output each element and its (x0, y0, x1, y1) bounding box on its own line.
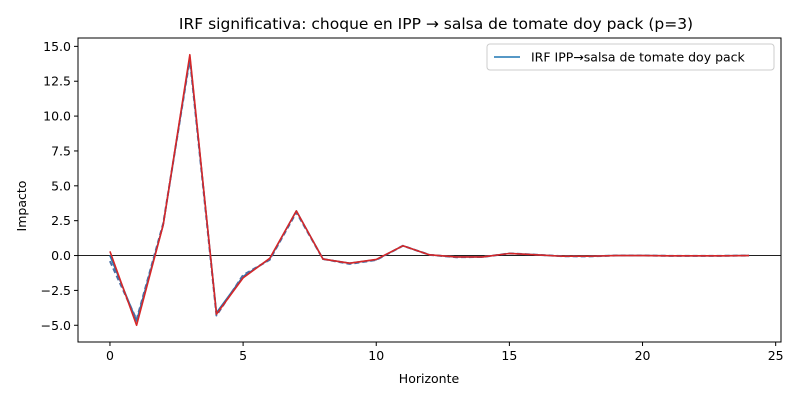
x-tick-label: 0 (106, 348, 114, 363)
chart-title: IRF significativa: choque en IPP → salsa… (179, 15, 693, 33)
legend-label: IRF IPP→salsa de tomate doy pack (531, 50, 746, 65)
plot-area (77, 37, 782, 343)
x-tick-label: 5 (239, 348, 247, 363)
y-tick-label: 10.0 (43, 109, 71, 124)
y-tick-label: 5.0 (51, 178, 71, 193)
y-tick-label: 0.0 (51, 248, 71, 263)
plot-frame (77, 37, 782, 343)
y-tick-label: 15.0 (43, 39, 71, 54)
x-axis-label: Horizonte (399, 371, 460, 386)
y-tick-label: 2.5 (51, 213, 71, 228)
x-tick-label: 10 (368, 348, 384, 363)
x-axis-ticks: 0 5 10 15 20 25 (106, 342, 784, 363)
x-tick-label: 25 (768, 348, 784, 363)
legend: IRF IPP→salsa de tomate doy pack (486, 43, 775, 71)
y-tick-label: 7.5 (51, 143, 71, 158)
x-tick-label: 20 (635, 348, 651, 363)
y-axis-label: Impacto (14, 181, 29, 232)
y-tick-label: −5.0 (41, 318, 71, 333)
legend-box (486, 43, 775, 71)
y-tick-label: −2.5 (41, 283, 71, 298)
y-tick-label: 12.5 (43, 74, 71, 89)
y-axis-ticks: −5.0 −2.5 0.0 2.5 5.0 7.5 10.0 12.5 15.0 (41, 39, 78, 333)
x-tick-label: 15 (501, 348, 517, 363)
series-line-2 (109, 53, 750, 327)
